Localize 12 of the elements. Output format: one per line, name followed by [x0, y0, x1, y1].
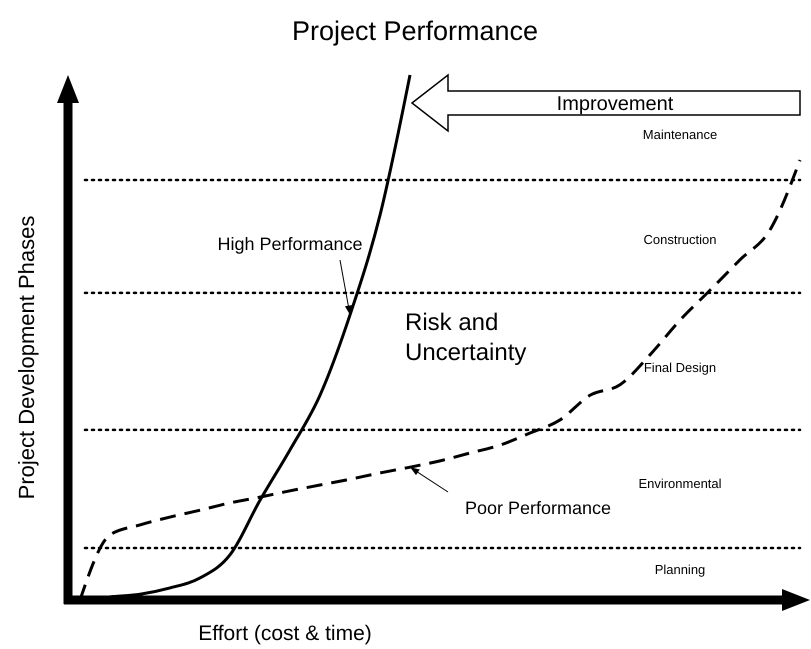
annotation: Maintenance: [642, 127, 718, 142]
annotation: Planning: [654, 562, 706, 577]
series-label: High Performance: [217, 234, 363, 254]
chart-title: Project Performance: [292, 16, 538, 46]
y-axis-title: Project Development Phases: [14, 216, 39, 500]
annotation: Improvement: [556, 93, 674, 115]
text: Poor Performance: [464, 498, 612, 518]
annotation: Construction: [644, 232, 716, 247]
annotation: Final Design: [644, 360, 716, 375]
x-axis-title: Effort (cost & time): [198, 622, 372, 645]
annotation: Environmental: [638, 476, 722, 491]
annotation: Risk and Uncertainty: [405, 309, 526, 366]
